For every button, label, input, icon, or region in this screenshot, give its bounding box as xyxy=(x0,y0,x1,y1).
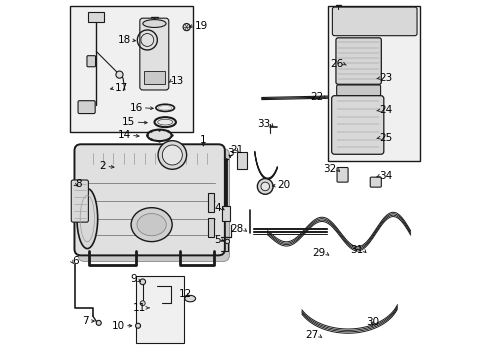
Text: 31: 31 xyxy=(349,245,363,255)
Ellipse shape xyxy=(147,130,171,141)
FancyBboxPatch shape xyxy=(78,149,229,261)
Text: 21: 21 xyxy=(229,145,243,155)
Text: 22: 22 xyxy=(310,92,323,102)
Circle shape xyxy=(116,71,123,78)
Bar xyxy=(143,71,164,84)
Text: 7: 7 xyxy=(82,316,89,326)
Circle shape xyxy=(261,182,269,191)
Ellipse shape xyxy=(77,189,98,249)
FancyBboxPatch shape xyxy=(87,56,95,67)
Bar xyxy=(328,6,419,161)
Circle shape xyxy=(225,239,229,244)
Text: 20: 20 xyxy=(277,180,290,190)
Text: 3: 3 xyxy=(226,148,233,158)
Text: 4: 4 xyxy=(214,203,221,213)
Text: 13: 13 xyxy=(171,76,184,86)
Circle shape xyxy=(183,23,190,31)
Circle shape xyxy=(140,301,145,306)
Circle shape xyxy=(96,320,101,325)
Text: 5: 5 xyxy=(214,235,221,245)
Text: 11: 11 xyxy=(133,303,146,313)
Circle shape xyxy=(140,279,145,285)
Bar xyxy=(207,217,214,237)
Text: 30: 30 xyxy=(365,317,378,327)
FancyBboxPatch shape xyxy=(335,38,381,84)
Text: 24: 24 xyxy=(379,105,392,115)
Text: 32: 32 xyxy=(323,163,336,174)
FancyBboxPatch shape xyxy=(78,101,95,113)
FancyBboxPatch shape xyxy=(369,177,381,187)
Text: 28: 28 xyxy=(230,224,244,234)
Text: 33: 33 xyxy=(257,118,270,129)
Text: 23: 23 xyxy=(379,73,392,83)
Bar xyxy=(70,6,193,132)
Text: 16: 16 xyxy=(129,103,142,113)
FancyBboxPatch shape xyxy=(332,7,416,36)
Text: 15: 15 xyxy=(122,117,135,127)
Ellipse shape xyxy=(137,213,166,236)
Text: 6: 6 xyxy=(72,256,79,266)
Text: 18: 18 xyxy=(118,35,131,45)
FancyBboxPatch shape xyxy=(331,96,383,154)
Text: 26: 26 xyxy=(330,59,343,69)
Text: 8: 8 xyxy=(75,179,81,189)
FancyBboxPatch shape xyxy=(140,18,168,90)
Text: 29: 29 xyxy=(312,248,325,258)
Text: 9: 9 xyxy=(130,274,136,284)
Text: 25: 25 xyxy=(379,133,392,143)
Text: 34: 34 xyxy=(379,171,392,181)
Text: 1: 1 xyxy=(200,135,206,145)
Text: 19: 19 xyxy=(195,21,208,31)
Circle shape xyxy=(162,145,182,165)
Bar xyxy=(207,193,214,212)
Circle shape xyxy=(135,323,140,328)
Text: 27: 27 xyxy=(305,330,318,341)
FancyBboxPatch shape xyxy=(74,144,224,255)
Circle shape xyxy=(158,141,186,169)
Text: 14: 14 xyxy=(118,130,131,140)
FancyBboxPatch shape xyxy=(336,167,347,182)
Bar xyxy=(135,276,183,342)
FancyBboxPatch shape xyxy=(88,12,104,22)
Ellipse shape xyxy=(142,19,166,27)
Circle shape xyxy=(257,179,272,194)
Bar xyxy=(222,206,230,221)
Text: 12: 12 xyxy=(179,289,192,298)
Text: 2: 2 xyxy=(100,161,106,171)
FancyBboxPatch shape xyxy=(237,153,246,169)
FancyBboxPatch shape xyxy=(71,180,88,222)
Text: 10: 10 xyxy=(111,321,124,331)
Ellipse shape xyxy=(154,117,176,127)
Text: 17: 17 xyxy=(115,83,128,93)
Ellipse shape xyxy=(131,208,172,242)
Ellipse shape xyxy=(184,296,195,302)
FancyBboxPatch shape xyxy=(336,85,380,96)
